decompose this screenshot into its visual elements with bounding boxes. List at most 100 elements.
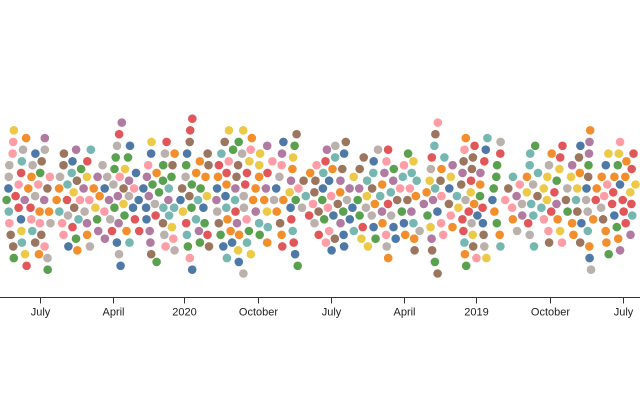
data-point[interactable]: [357, 234, 366, 243]
data-point[interactable]: [242, 238, 252, 247]
data-point[interactable]: [170, 149, 179, 158]
data-point[interactable]: [355, 211, 364, 220]
data-point[interactable]: [275, 172, 284, 182]
data-point[interactable]: [488, 195, 497, 205]
data-point[interactable]: [275, 218, 285, 228]
data-point[interactable]: [89, 184, 98, 193]
data-point[interactable]: [231, 184, 240, 193]
data-point[interactable]: [602, 180, 612, 189]
data-point[interactable]: [375, 191, 385, 201]
data-point[interactable]: [63, 180, 72, 189]
data-point[interactable]: [336, 176, 345, 185]
data-point[interactable]: [212, 207, 222, 216]
data-point[interactable]: [604, 249, 613, 259]
data-point[interactable]: [481, 145, 491, 154]
data-point[interactable]: [55, 172, 65, 182]
data-point[interactable]: [28, 160, 37, 170]
data-point[interactable]: [460, 238, 469, 247]
data-point[interactable]: [490, 207, 499, 216]
data-point[interactable]: [407, 168, 417, 178]
data-point[interactable]: [522, 188, 532, 197]
data-point[interactable]: [176, 195, 185, 205]
data-point[interactable]: [612, 222, 622, 232]
data-point[interactable]: [278, 242, 287, 251]
data-point[interactable]: [423, 211, 432, 220]
data-point[interactable]: [397, 207, 407, 216]
data-point[interactable]: [386, 211, 396, 220]
data-point[interactable]: [338, 207, 348, 216]
data-point[interactable]: [219, 242, 228, 251]
data-point[interactable]: [114, 249, 124, 259]
data-point[interactable]: [102, 172, 112, 182]
data-point[interactable]: [377, 207, 387, 216]
data-point[interactable]: [608, 188, 618, 197]
data-point[interactable]: [613, 160, 623, 170]
data-point[interactable]: [237, 149, 247, 158]
data-point[interactable]: [43, 184, 52, 193]
data-point[interactable]: [71, 145, 81, 154]
data-point[interactable]: [246, 145, 255, 154]
data-point[interactable]: [234, 257, 244, 267]
data-point[interactable]: [475, 191, 485, 201]
data-point[interactable]: [383, 199, 393, 209]
data-point[interactable]: [552, 199, 561, 209]
data-point[interactable]: [39, 195, 49, 205]
data-point[interactable]: [187, 180, 197, 189]
data-point[interactable]: [614, 149, 624, 158]
data-point[interactable]: [222, 180, 231, 189]
data-point[interactable]: [391, 234, 401, 243]
data-point[interactable]: [100, 207, 109, 216]
data-point[interactable]: [232, 172, 241, 182]
data-point[interactable]: [4, 184, 13, 193]
data-point[interactable]: [373, 145, 383, 154]
data-point[interactable]: [40, 242, 49, 251]
data-point[interactable]: [304, 211, 314, 220]
data-point[interactable]: [254, 218, 264, 228]
data-point[interactable]: [200, 218, 209, 228]
data-point[interactable]: [558, 141, 567, 151]
data-point[interactable]: [43, 265, 52, 275]
data-point[interactable]: [583, 172, 593, 182]
data-point[interactable]: [72, 176, 82, 185]
data-point[interactable]: [31, 149, 40, 158]
data-point[interactable]: [291, 195, 301, 205]
data-point[interactable]: [563, 184, 572, 193]
data-point[interactable]: [496, 242, 505, 251]
data-point[interactable]: [311, 176, 320, 185]
data-point[interactable]: [212, 195, 221, 205]
data-point[interactable]: [123, 153, 133, 162]
data-point[interactable]: [399, 218, 409, 228]
data-point[interactable]: [2, 195, 11, 205]
data-point[interactable]: [353, 195, 363, 205]
data-point[interactable]: [629, 149, 638, 158]
data-point[interactable]: [412, 176, 422, 185]
data-point[interactable]: [479, 230, 488, 240]
data-point[interactable]: [586, 265, 596, 275]
data-point[interactable]: [139, 184, 148, 193]
data-point[interactable]: [134, 226, 144, 236]
data-point[interactable]: [216, 230, 225, 240]
data-point[interactable]: [584, 160, 593, 170]
data-point[interactable]: [476, 168, 485, 178]
data-point[interactable]: [575, 238, 585, 247]
data-point[interactable]: [45, 172, 55, 182]
data-point[interactable]: [142, 172, 152, 182]
data-point[interactable]: [318, 195, 327, 205]
data-point[interactable]: [446, 172, 456, 182]
data-point[interactable]: [43, 253, 52, 263]
data-point[interactable]: [233, 160, 243, 170]
data-point[interactable]: [110, 164, 119, 174]
data-point[interactable]: [162, 137, 171, 147]
data-point[interactable]: [310, 218, 319, 228]
data-point[interactable]: [105, 215, 115, 224]
data-point[interactable]: [431, 129, 440, 139]
data-point[interactable]: [224, 126, 234, 135]
data-point[interactable]: [178, 207, 188, 216]
data-point[interactable]: [500, 195, 510, 205]
data-point[interactable]: [426, 222, 435, 232]
data-point[interactable]: [370, 199, 380, 209]
data-point[interactable]: [627, 164, 636, 174]
data-point[interactable]: [146, 249, 156, 259]
data-point[interactable]: [543, 172, 552, 182]
data-point[interactable]: [57, 218, 67, 228]
